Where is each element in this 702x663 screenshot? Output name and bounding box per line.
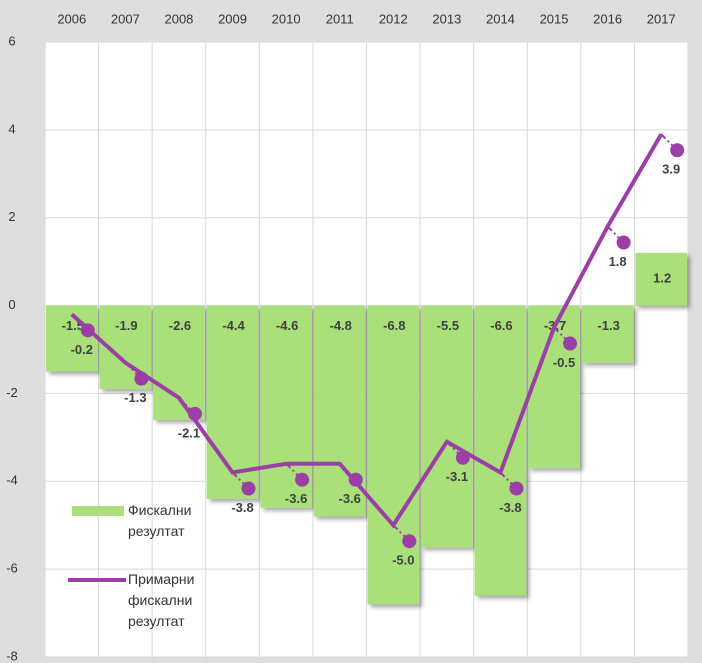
marker-connector <box>231 471 250 490</box>
line <box>70 133 663 529</box>
y-tick-label: 4 <box>8 121 15 136</box>
bar-value-label: -6.6 <box>490 318 512 333</box>
y-tick-label: 0 <box>8 297 15 312</box>
line-value-label: -0.2 <box>71 342 93 357</box>
marker-connector <box>124 361 143 380</box>
bar <box>635 252 687 306</box>
line-value-label: -5.0 <box>392 553 414 568</box>
line-value-label: 1.8 <box>609 254 627 269</box>
marker-connector <box>606 225 625 244</box>
marker-connector <box>446 441 464 459</box>
y-tick-label: -6 <box>6 561 18 576</box>
marker-connector <box>660 133 678 151</box>
marker-connector <box>499 471 518 490</box>
x-tick-label: 2010 <box>272 11 301 26</box>
bar-value-label: -5.5 <box>437 318 459 333</box>
line-value-label: -3.1 <box>446 469 468 484</box>
bar-value-label: -4.6 <box>276 318 298 333</box>
marker-connector <box>339 463 357 481</box>
marker-connector <box>285 463 303 481</box>
line-value-label: -3.6 <box>285 491 307 506</box>
bar-value-label: 1.2 <box>653 271 671 286</box>
x-tick-label: 2006 <box>57 11 86 26</box>
x-tick-label: 2014 <box>486 11 515 26</box>
line-value-label: -0.5 <box>553 355 575 370</box>
marker-connector <box>178 397 196 415</box>
line-value-label: 3.9 <box>662 162 680 177</box>
line-value-label: -2.1 <box>178 425 200 440</box>
bar <box>206 305 259 499</box>
marker-connector <box>392 524 410 542</box>
marker-connector <box>71 313 89 332</box>
y-tick-label: 2 <box>8 209 15 224</box>
marker-connector <box>553 326 571 345</box>
x-tick-label: 2009 <box>218 11 247 26</box>
line-value-label: -1.3 <box>124 390 146 405</box>
x-tick-label: 2013 <box>432 11 461 26</box>
legend-label: Фискални резултат <box>128 502 192 539</box>
bar <box>581 305 634 363</box>
x-tick-label: 2012 <box>379 11 408 26</box>
x-tick-label: 2007 <box>111 11 140 26</box>
bar <box>474 305 527 596</box>
bar-value-label: -2.6 <box>169 318 191 333</box>
bar-value-label: -6.8 <box>383 318 405 333</box>
bar-value-label: -1.3 <box>597 318 619 333</box>
line-value-label: -3.8 <box>231 500 253 515</box>
x-tick-label: 2017 <box>647 11 676 26</box>
x-tick-label: 2015 <box>540 11 569 26</box>
line-value-label: -3.6 <box>339 491 361 506</box>
y-tick-label: -8 <box>6 648 18 663</box>
y-tick-label: -2 <box>6 385 18 400</box>
bar <box>421 305 473 548</box>
y-tick-label: -4 <box>6 473 18 488</box>
x-tick-label: 2008 <box>164 11 193 26</box>
bar-value-label: -1.9 <box>115 318 137 333</box>
legend-swatch <box>72 506 124 516</box>
x-tick-label: 2016 <box>593 11 622 26</box>
line-value-label: -3.8 <box>499 500 521 515</box>
y-tick-label: 6 <box>8 33 15 48</box>
legend-label: Примарни фискални резултат <box>128 571 195 629</box>
bar-value-label: -4.8 <box>330 318 352 333</box>
bar-value-label: -4.4 <box>222 318 245 333</box>
bar <box>367 305 420 605</box>
x-tick-label: 2011 <box>326 11 354 26</box>
